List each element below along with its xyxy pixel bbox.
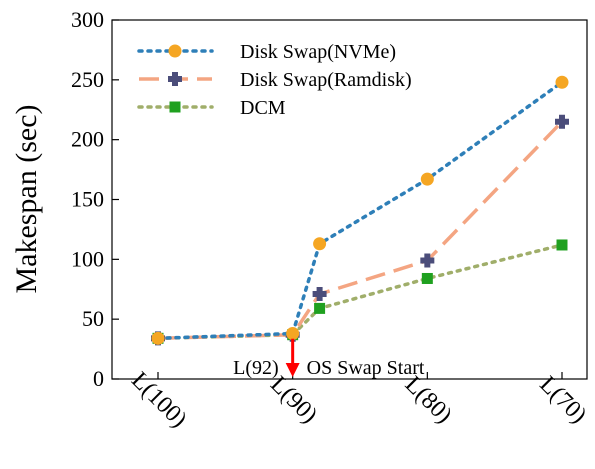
annotation: L(92) OS Swap Start (233, 338, 425, 379)
legend-label: DCM (240, 97, 286, 119)
data-point (313, 237, 327, 251)
data-point (168, 44, 182, 58)
legend-entry: DCM (137, 97, 286, 119)
annotation-label-right: OS Swap Start (307, 357, 425, 379)
data-point (420, 253, 435, 268)
annotation-label-left: L(92) (233, 357, 279, 379)
data-point (151, 331, 165, 345)
data-point (314, 302, 326, 314)
y-tick-label: 250 (71, 67, 104, 92)
data-point (168, 72, 182, 86)
y-tick-label: 0 (93, 366, 104, 391)
annotation-arrow-head (285, 363, 300, 377)
data-point (420, 172, 434, 186)
y-tick-label: 300 (71, 7, 104, 32)
legend-label: Disk Swap(Ramdisk) (240, 69, 412, 91)
data-point (555, 114, 569, 129)
data-point (286, 327, 300, 341)
data-point (169, 101, 181, 113)
y-tick-label: 50 (82, 306, 104, 331)
legend-entry: Disk Swap(Ramdisk) (139, 69, 412, 91)
legend-entry: Disk Swap(NVMe) (137, 41, 396, 63)
y-tick-label: 150 (71, 187, 104, 212)
series-disk-swap-nvme- (151, 75, 569, 345)
y-axis: 0 50 100 150 200 250 300 (71, 7, 119, 391)
plot-area (151, 75, 569, 346)
data-point (421, 272, 433, 284)
data-point (556, 239, 568, 251)
y-tick-label: 200 (71, 127, 104, 152)
legend: Disk Swap(NVMe) Disk Swap(Ramdisk) DCM (137, 41, 412, 119)
y-tick-label: 100 (71, 246, 104, 271)
y-axis-label: Makespan (sec) (10, 104, 43, 293)
data-point (555, 75, 569, 89)
legend-label: Disk Swap(NVMe) (240, 41, 396, 63)
data-point (312, 287, 327, 302)
